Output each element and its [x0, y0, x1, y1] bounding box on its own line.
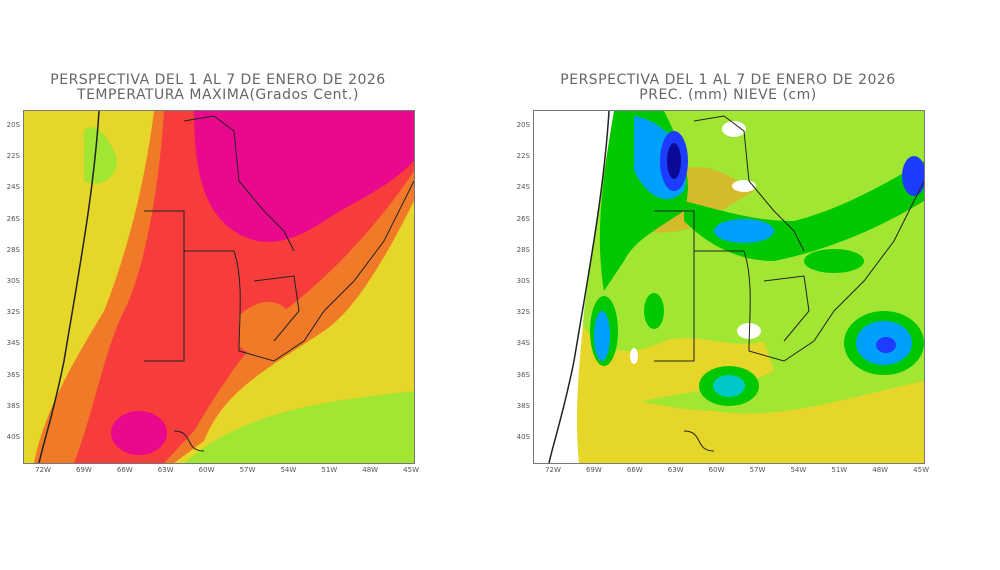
lon-tick-label: 69W — [75, 466, 92, 474]
lon-tick-label: 60W — [708, 466, 725, 474]
lon-tick-label: 45W — [913, 466, 930, 474]
precipitation-colorbar — [963, 172, 975, 402]
lat-tick-label: 26S — [516, 214, 530, 223]
lat-tick-label: 20S — [6, 121, 20, 129]
lat-tick-label: 28S — [516, 245, 530, 254]
lat-tick-label: 38S — [516, 401, 530, 410]
lat-tick-label: 32S — [6, 308, 20, 317]
lon-tick-label: 72W — [35, 466, 51, 474]
lon-tick-label: 57W — [749, 466, 766, 474]
lat-tick-label: 24S — [6, 183, 20, 192]
lat-tick-label: 22S — [6, 152, 20, 161]
lon-tick-label: 57W — [239, 466, 256, 474]
lat-tick-label: 34S — [6, 339, 20, 348]
lat-tick-label: 40S — [6, 433, 20, 441]
right-map-title: PERSPECTIVA DEL 1 AL 7 DE ENERO DE 2026 … — [533, 73, 923, 103]
left-map-title: PERSPECTIVA DEL 1 AL 7 DE ENERO DE 2026 … — [23, 73, 413, 103]
lon-tick-label: 63W — [667, 466, 684, 474]
lon-tick-label: 69W — [585, 466, 602, 474]
lon-tick-label: 72W — [545, 466, 561, 474]
right-title-line1: PERSPECTIVA DEL 1 AL 7 DE ENERO DE 2026 — [560, 72, 896, 88]
lon-tick-label: 51W — [321, 466, 338, 474]
temperature-colorbar — [452, 148, 464, 424]
lat-tick-label: 40S — [516, 433, 530, 441]
lon-tick-label: 54W — [280, 466, 297, 474]
lat-tick-label: 24S — [516, 183, 530, 192]
lat-tick-label: 20S — [516, 121, 530, 129]
lon-tick-label: 48W — [872, 466, 889, 474]
temperature-map — [23, 110, 415, 464]
precipitation-map — [533, 110, 926, 464]
lon-tick-label: 66W — [116, 466, 133, 474]
lon-tick-label: 66W — [626, 466, 643, 474]
left-title-line2: TEMPERATURA MAXIMA(Grados Cent.) — [77, 87, 359, 103]
lat-tick-label: 34S — [516, 339, 530, 348]
lon-tick-label: 48W — [362, 466, 379, 474]
lat-tick-label: 36S — [6, 370, 20, 379]
lon-tick-label: 45W — [403, 466, 420, 474]
right-title-line2: PREC. (mm) NIEVE (cm) — [639, 87, 817, 103]
lon-tick-label: 63W — [157, 466, 174, 474]
lat-tick-label: 30S — [6, 277, 20, 285]
lat-tick-label: 28S — [6, 245, 20, 254]
lon-tick-label: 54W — [790, 466, 807, 474]
lat-tick-label: 26S — [6, 214, 20, 223]
lat-tick-label: 36S — [516, 370, 530, 379]
lat-tick-label: 22S — [516, 152, 530, 161]
lat-tick-label: 32S — [516, 308, 530, 317]
lat-tick-label: 30S — [516, 277, 530, 285]
left-title-line1: PERSPECTIVA DEL 1 AL 7 DE ENERO DE 2026 — [50, 72, 386, 88]
lon-tick-label: 51W — [831, 466, 848, 474]
lon-tick-label: 60W — [198, 466, 215, 474]
lat-tick-label: 38S — [6, 401, 20, 410]
